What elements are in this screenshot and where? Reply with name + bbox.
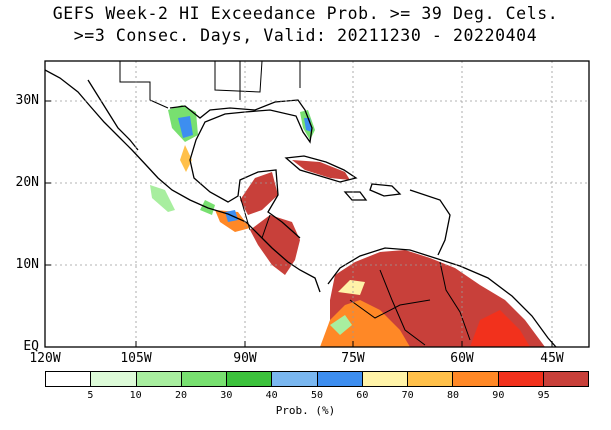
map-frame [44, 60, 590, 348]
lon-label-105w: 105W [120, 351, 152, 366]
axis-ticks [45, 100, 553, 347]
legend-tick-label: 10 [129, 390, 142, 401]
probability-shading [150, 105, 545, 347]
legend-tick-label: 90 [492, 390, 505, 401]
legend-swatch [227, 372, 273, 386]
legend-title: Prob. (%) [275, 404, 336, 417]
legend-tick-label: 95 [537, 390, 550, 401]
legend-swatch [317, 372, 363, 386]
borders [119, 61, 471, 346]
lat-label-30n: 30N [15, 93, 39, 108]
legend-swatch [362, 372, 408, 386]
lat-label-20n: 20N [15, 175, 39, 190]
legend-tick-label: 20 [174, 390, 188, 401]
legend-tick-label: 60 [356, 390, 369, 401]
legend-tick-label: 5 [87, 390, 94, 401]
coastlines [45, 69, 557, 347]
legend-swatch [272, 372, 318, 386]
legend-tick-label: 50 [310, 390, 324, 401]
legend-tick-label: 80 [446, 390, 460, 401]
legend-swatch [543, 372, 588, 386]
map-title-line1: GEFS Week-2 HI Exceedance Prob. >= 39 De… [52, 4, 559, 23]
legend-swatch [46, 372, 92, 386]
map-title-line2: >=3 Consec. Days, Valid: 20211230 - 2022… [73, 26, 538, 45]
legend-swatch [498, 372, 544, 386]
lon-label-120w: 120W [29, 351, 61, 366]
lon-label-60w: 60W [450, 351, 474, 366]
legend-tick-label: 30 [220, 390, 233, 401]
legend-swatch [408, 372, 454, 386]
lon-label-45w: 45W [540, 351, 564, 366]
legend-swatch [91, 372, 137, 386]
lon-label-90w: 90W [233, 351, 257, 366]
lat-lon-grid [45, 61, 589, 347]
legend-swatch [136, 372, 182, 386]
lat-label-10n: 10N [15, 257, 39, 272]
legend-tick-label: 40 [265, 390, 278, 401]
legend-swatch [181, 372, 227, 386]
lat-label-eq: EQ [23, 339, 39, 354]
legend-tick-label: 70 [401, 390, 414, 401]
color-legend-bar [45, 371, 589, 387]
lon-label-75w: 75W [341, 351, 365, 366]
legend-swatch [453, 372, 499, 386]
